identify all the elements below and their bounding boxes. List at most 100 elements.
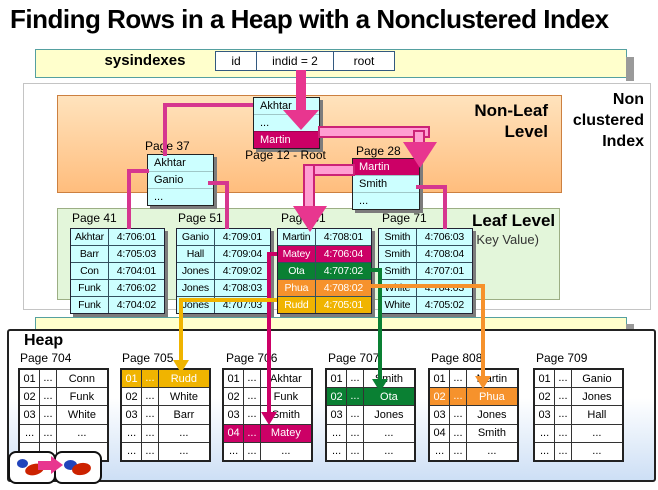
page28-page61-arrowhead-icon [293, 206, 327, 232]
table-cell: ... [449, 388, 467, 406]
heap-page-808: 01... Martin 02... Phua 03... Jones 04... Smith… [428, 368, 519, 462]
leaf-page-caption: Page 51 [178, 211, 223, 225]
table-cell: 02 [330, 390, 343, 403]
table-cell: ... [141, 442, 159, 460]
table-cell: ... [179, 445, 189, 458]
slide-title: Finding Rows in a Heap with a Noncluster… [10, 4, 609, 34]
table-row: Phua 4:708:02 [278, 279, 371, 296]
table-cell: Ganio [181, 231, 209, 243]
table-cell: ... [346, 406, 364, 424]
table-cell: 4:708:02 [314, 280, 371, 296]
connector-page37-page41 [127, 169, 149, 173]
table-cell: Smith [384, 231, 411, 243]
heap-page-704: 01... Conn 02... Funk 03... White............… [18, 368, 109, 462]
table-row: 02... White [122, 387, 209, 406]
table-row: 01... Rudd [122, 370, 209, 388]
matey-connector [267, 252, 271, 414]
table-row: Hall 4:709:04 [177, 245, 270, 262]
ota-arrowhead-icon [372, 379, 388, 392]
nonleaf-level-label: Non-Leaf Level [415, 100, 548, 142]
table-row: 03... Jones [430, 405, 517, 424]
table-cell: Barr [79, 248, 99, 260]
root-page28-arrow [318, 126, 430, 138]
heap-page-707: 01... Smith 02... Ota 03... Jones............… [325, 368, 416, 462]
table-cell: ... [449, 406, 467, 424]
nci-label-line: clustered [572, 112, 644, 129]
table-cell: ... [243, 388, 261, 406]
table-row: 02... Ota [327, 387, 414, 406]
table-cell: Smith [359, 178, 388, 190]
table-row: Ganio [148, 171, 213, 188]
table-cell: Ganio [582, 372, 612, 385]
table-cell: 01 [23, 372, 36, 385]
table-cell: 02 [125, 390, 138, 403]
table-row: ......... [122, 441, 209, 460]
connector-page28-page71 [443, 185, 447, 229]
table-cell: ... [141, 406, 159, 424]
table-cell: 02 [433, 390, 446, 403]
matey-connector [267, 252, 277, 256]
heap-page-706: 01... Akhtar 02... Funk 03... Smith 04... Matey… [222, 368, 313, 462]
rudd-connector [179, 298, 183, 362]
phua-connector [370, 284, 485, 288]
heap-page-caption: Page 705 [122, 351, 174, 365]
table-cell: White [384, 299, 411, 311]
table-cell: Smith [477, 427, 506, 440]
table-cell: Funk [273, 390, 299, 403]
table-cell: ... [126, 427, 137, 440]
nonleaf-label-line: Level [504, 122, 548, 141]
heap-label: Heap [24, 332, 64, 349]
table-cell: ... [243, 406, 261, 424]
sysindexes-root-arrow [296, 70, 306, 112]
table-cell: 4:706:02 [107, 280, 164, 296]
table-cell: ... [243, 424, 261, 442]
ota-connector [370, 268, 382, 272]
table-cell: 4:707:03 [213, 297, 270, 313]
heap-page-caption: Page 706 [226, 351, 278, 365]
animation-before-icon[interactable] [8, 451, 56, 484]
table-cell: ... [39, 424, 57, 442]
table-cell: 4:705:01 [314, 297, 371, 313]
rudd-arrowhead-icon [173, 360, 189, 373]
table-row: 02... Phua [430, 387, 517, 406]
heap-page-caption: Page 704 [20, 351, 72, 365]
table-cell: Funk [78, 282, 101, 294]
table-cell: ... [359, 195, 369, 207]
table-cell: ... [260, 117, 270, 129]
leaf-page-caption: Page 41 [72, 211, 117, 225]
transition-arrow-icon [38, 461, 51, 470]
table-cell: ... [126, 445, 137, 458]
table-cell: ... [592, 427, 602, 440]
table-cell: ... [346, 370, 364, 388]
page28-page61-arrow [303, 164, 315, 210]
table-cell: ... [346, 442, 364, 460]
bar-shadow [626, 57, 634, 81]
table-cell: 4:707:01 [415, 263, 472, 279]
connector-page28-page71 [416, 185, 447, 189]
table-row: Ganio 4:709:01 [177, 229, 270, 245]
root-page28-arrowhead-icon [403, 142, 437, 168]
page37-caption: Page 37 [145, 139, 190, 153]
table-row: 02... Funk [20, 387, 107, 406]
table-cell: 4:709:01 [213, 229, 270, 245]
table-row: ... [353, 192, 419, 209]
connector-page37-page51 [208, 181, 229, 185]
table-cell: Phua [284, 282, 309, 294]
table-cell: ... [39, 370, 57, 388]
table-cell: ... [384, 445, 394, 458]
table-cell: ... [554, 424, 572, 442]
table-cell: 4:706:01 [107, 229, 164, 245]
leaf-page-41: Akhtar 4:706:01 Barr 4:705:03 Con 4:704:01 Fun… [70, 228, 165, 314]
table-cell: 4:705:02 [415, 297, 472, 313]
table-row: Con 4:704:01 [71, 262, 164, 279]
table-row: ......... [20, 423, 107, 442]
table-cell: Martin [359, 161, 390, 173]
table-row: Smith 4:706:03 [379, 229, 472, 245]
table-cell: Jones [582, 390, 612, 403]
table-cell: 03 [125, 408, 138, 421]
table-cell: Ota [380, 390, 398, 403]
table-row: ......... [535, 423, 622, 442]
table-cell: Smith [384, 265, 411, 277]
table-cell: ... [39, 406, 57, 424]
table-cell: Funk [69, 390, 95, 403]
